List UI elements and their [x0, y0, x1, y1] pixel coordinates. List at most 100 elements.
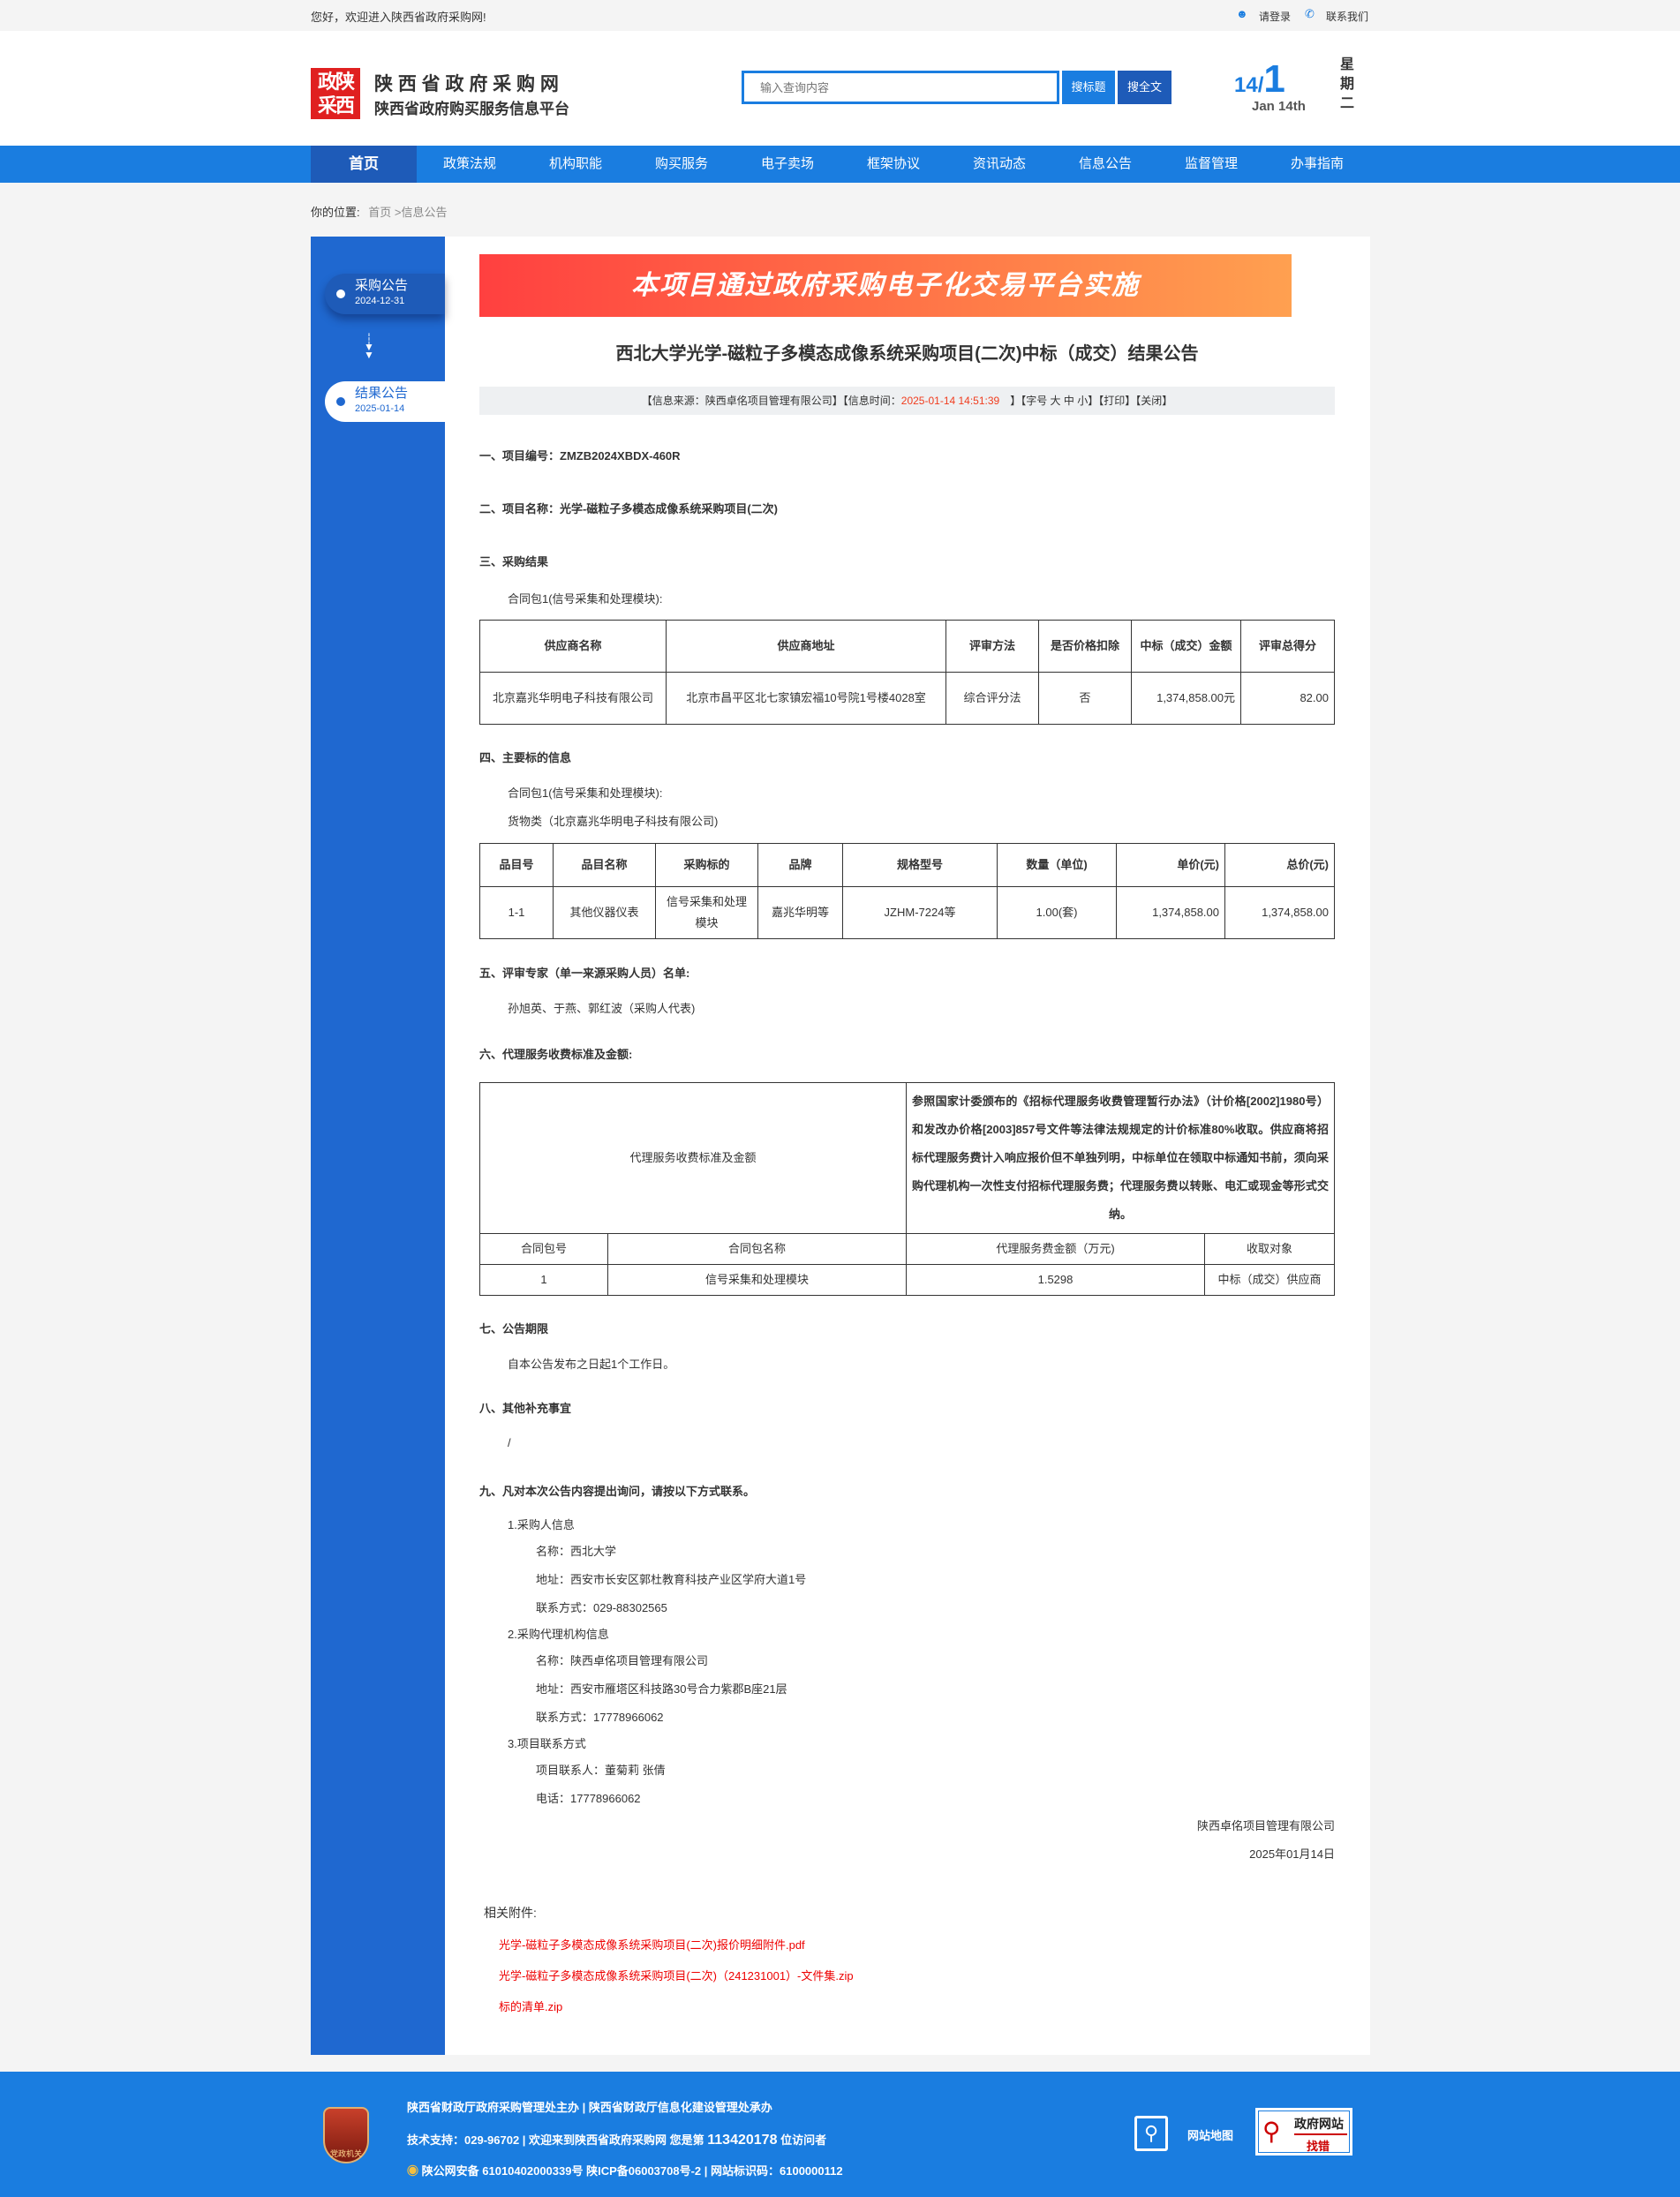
date-display: 14/1	[1234, 57, 1285, 101]
date-month: 1	[1263, 57, 1285, 101]
sign-date: 2025年01月14日	[1249, 1847, 1335, 1861]
badge-title: 政府网站	[1294, 2117, 1344, 2131]
search-title-button[interactable]: 搜标题	[1062, 71, 1115, 104]
agency-fee-table: 代理服务收费标准及金额 参照国家计委颁布的《招标代理服务收费管理暂行办法》（计价…	[479, 1082, 1335, 1296]
contact-line: 项目联系人：董菊莉 张倩	[536, 1764, 666, 1777]
footer-support: 技术支持：029-96702 | 欢迎来到陕西省政府采购网 您是第 113420…	[407, 2131, 826, 2148]
sidebar-item-procurement-notice[interactable]: 采购公告 2024-12-31	[325, 274, 445, 314]
column-header: 供应商名称	[479, 620, 667, 673]
main-nav: 首页 政策法规 机构职能 购买服务 电子卖场 框架协议 资讯动态 信息公告 监督…	[0, 146, 1680, 183]
sidebar-item-date: 2024-12-31	[355, 296, 405, 306]
breadcrumb-path[interactable]: 首页 >信息公告	[368, 206, 448, 219]
gov-website-error-report-badge[interactable]: ⚲ 政府网站 找错	[1255, 2108, 1352, 2156]
arrow-down-icon: ┆ ▼ ▼	[364, 333, 374, 361]
review-method: 综合评分法	[945, 672, 1039, 725]
review-score: 82.00	[1240, 672, 1335, 725]
login-link[interactable]: 请登录	[1259, 11, 1292, 23]
search-input[interactable]	[742, 71, 1059, 104]
contact-line: 联系方式：17778966062	[536, 1711, 664, 1724]
nav-institutions[interactable]: 机构职能	[548, 156, 602, 171]
nav-supervision[interactable]: 监督管理	[1184, 156, 1238, 171]
table-header-row: 合同包号 合同包名称 代理服务费金额（万元) 收取对象	[479, 1233, 1335, 1265]
column-header: 收取对象	[1204, 1233, 1335, 1265]
section-6-heading: 六、代理服务收费标准及金额:	[479, 1048, 633, 1061]
contact-line: 电话：17778966062	[536, 1792, 641, 1805]
supplier-address: 北京市昌平区北七家镇宏福10号院1号楼4028室	[666, 672, 946, 725]
emblem-text: 党政机关	[329, 2149, 362, 2158]
site-logo[interactable]: 政陕采西	[311, 68, 360, 119]
section-7-text: 自本公告发布之日起1个工作日。	[508, 1358, 675, 1371]
magnifier-icon: ⚲	[1262, 2118, 1281, 2145]
header: 政陕采西 陕 西 省 政 府 采 购 网 陕西省政府购买服务信息平台 搜标题 搜…	[0, 31, 1680, 146]
party-government-emblem[interactable]: 党政机关	[323, 2107, 369, 2163]
column-header: 品目号	[479, 843, 554, 887]
weekday: 星期二	[1340, 57, 1355, 111]
signer: 陕西卓佲项目管理有限公司	[1196, 1819, 1335, 1832]
contact-line: 地址：西安市雁塔区科技路30号合力紫郡B座21层	[536, 1682, 787, 1696]
info-bar: 【信息来源：陕西卓佲项目管理有限公司】【信息时间：2025-01-14 14:5…	[479, 387, 1335, 415]
attachment-link[interactable]: 光学-磁粒子多模态成像系统采购项目(二次)报价明细附件.pdf	[499, 1938, 805, 1952]
contact-line: 联系方式：029-88302565	[536, 1601, 667, 1614]
nav-purchase-services[interactable]: 购买服务	[654, 156, 708, 171]
date-day: 14	[1234, 73, 1258, 97]
contact-line: 名称：西北大学	[536, 1545, 617, 1558]
table-header-row: 供应商名称 供应商地址 评审方法 是否价格扣除 中标（成交）金额 评审总得分	[479, 620, 1335, 673]
e-platform-banner: 本项目通过政府采购电子化交易平台实施	[479, 254, 1292, 317]
footer-organizers: 陕西省财政厅政府采购管理处主办 | 陕西省财政厅信息化建设管理处承办	[407, 2101, 772, 2114]
footer-visitor-suffix: 位访问者	[777, 2133, 827, 2147]
phone-icon: ✆	[1305, 7, 1315, 20]
nav-news[interactable]: 资讯动态	[972, 156, 1026, 171]
nav-announcements[interactable]: 信息公告	[1078, 156, 1132, 171]
table-row: 1 信号采集和处理模块 1.5298 中标（成交）供应商	[479, 1264, 1335, 1296]
item-number: 1-1	[479, 886, 554, 939]
search-fulltext-button[interactable]: 搜全文	[1118, 71, 1171, 104]
column-header: 合同包名称	[607, 1233, 907, 1265]
fee-payer: 中标（成交）供应商	[1204, 1264, 1335, 1296]
page-title: 西北大学光学-磁粒子多模态成像系统采购项目(二次)中标（成交）结果公告	[615, 344, 1199, 364]
column-header: 合同包号	[479, 1233, 608, 1265]
fee-standard-label: 代理服务收费标准及金额	[479, 1082, 907, 1234]
info-actions[interactable]: 】【字号 大 中 小】【打印】【关闭】	[1010, 395, 1173, 407]
nav-policy[interactable]: 政策法规	[442, 156, 496, 171]
table-row: 代理服务收费标准及金额 参照国家计委颁布的《招标代理服务收费管理暂行办法》（计价…	[479, 1082, 1335, 1234]
footer: 党政机关 陕西省财政厅政府采购管理处主办 | 陕西省财政厅信息化建设管理处承办 …	[0, 2072, 1680, 2197]
dot-icon	[336, 397, 345, 406]
date-english: Jan 14th	[1252, 99, 1306, 114]
sitemap-icon[interactable]: ⚲	[1134, 2116, 1168, 2151]
contact-group-title: 2.采购代理机构信息	[508, 1628, 609, 1641]
contact-link[interactable]: 联系我们	[1326, 11, 1369, 23]
section-7-heading: 七、公告期限	[479, 1322, 549, 1336]
section-4-heading: 四、主要标的信息	[479, 751, 572, 764]
nav-guide[interactable]: 办事指南	[1290, 156, 1344, 171]
column-header: 中标（成交）金额	[1131, 620, 1241, 673]
dot-icon	[336, 290, 345, 298]
info-time: 2025-01-14 14:51:39	[900, 395, 1000, 407]
column-header: 总价(元)	[1224, 843, 1335, 887]
nav-home[interactable]: 首页	[311, 146, 417, 183]
sidebar-item-result-notice[interactable]: 结果公告 2025-01-14	[325, 381, 445, 422]
item-total-price: 1,374,858.00	[1224, 886, 1335, 939]
contact-line: 地址：西安市长安区郭杜教育科技产业区学府大道1号	[536, 1573, 807, 1586]
column-header: 单价(元)	[1116, 843, 1225, 887]
badge-divider	[1294, 2133, 1347, 2135]
attachment-link[interactable]: 标的清单.zip	[499, 2000, 563, 2013]
footer-support-text: 技术支持：029-96702 | 欢迎来到陕西省政府采购网 您是第	[407, 2133, 708, 2147]
attachment-link[interactable]: 光学-磁粒子多模态成像系统采购项目(二次)（241231001）-文件集.zip	[499, 1969, 854, 1983]
column-header: 采购标的	[655, 843, 758, 887]
package-name: 信号采集和处理模块	[607, 1264, 907, 1296]
item-unit-price: 1,374,858.00	[1116, 886, 1225, 939]
price-deduction: 否	[1038, 672, 1132, 725]
breadcrumb: 你的位置: 首页 >信息公告	[311, 203, 447, 220]
footer-registration-text[interactable]: 陕公网安备 61010402000339号 陕ICP备06003708号-2 |…	[421, 2164, 843, 2178]
column-header: 供应商地址	[666, 620, 946, 673]
item-table: 品目号 品目名称 采购标的 品牌 规格型号 数量（单位) 单价(元) 总价(元)…	[479, 843, 1335, 939]
column-header: 评审总得分	[1240, 620, 1335, 673]
sitemap-link[interactable]: 网站地图	[1187, 2129, 1234, 2142]
section-3-heading: 三、采购结果	[479, 555, 549, 568]
nav-e-mall[interactable]: 电子卖场	[760, 156, 814, 171]
section-5-experts: 孙旭英、于燕、郭红波（采购人代表)	[508, 1002, 696, 1015]
contact-line: 名称：陕西卓佲项目管理有限公司	[536, 1654, 709, 1667]
nav-framework[interactable]: 框架协议	[866, 156, 920, 171]
column-header: 代理服务费金额（万元)	[906, 1233, 1205, 1265]
sidebar-item-label: 结果公告	[355, 386, 409, 401]
